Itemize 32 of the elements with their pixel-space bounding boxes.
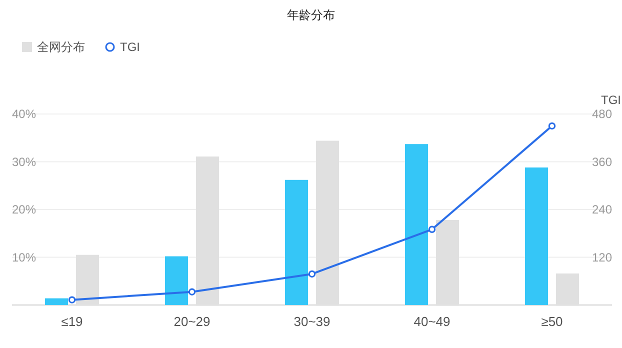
point: [548, 122, 556, 130]
y-tick-label: 40%: [12, 107, 36, 121]
x-tick-label: 20~29: [174, 314, 210, 329]
bar: [165, 256, 188, 305]
x-tick-label: 30~39: [294, 314, 330, 329]
bar: [556, 273, 579, 305]
y2-tick-label: 480: [592, 107, 612, 121]
y-tick-label: 10%: [12, 250, 36, 264]
bar: [405, 144, 428, 305]
point: [188, 288, 196, 296]
bar: [285, 180, 308, 305]
bar: [525, 167, 548, 305]
point: [68, 296, 76, 304]
point: [308, 270, 316, 278]
bar: [76, 254, 99, 305]
bar: [316, 140, 339, 305]
legend-label: 全网分布: [37, 40, 85, 54]
bar: [436, 220, 459, 305]
x-tick-label: 40~49: [414, 314, 450, 329]
y-tick-label: 20%: [12, 202, 36, 216]
y2-axis-title: TGI: [601, 93, 621, 107]
x-tick-label: ≤19: [61, 314, 83, 329]
chart-title: 年龄分布: [287, 8, 335, 22]
point: [428, 226, 436, 233]
y2-tick-label: 360: [592, 154, 612, 169]
x-tick-label: ≥50: [541, 314, 563, 329]
legend-label: TGI: [120, 40, 140, 54]
y2-tick-label: 240: [592, 202, 612, 216]
y2-tick-label: 120: [592, 250, 612, 264]
y-tick-label: 30%: [12, 154, 36, 169]
bar: [45, 298, 68, 305]
bar: [196, 156, 219, 305]
